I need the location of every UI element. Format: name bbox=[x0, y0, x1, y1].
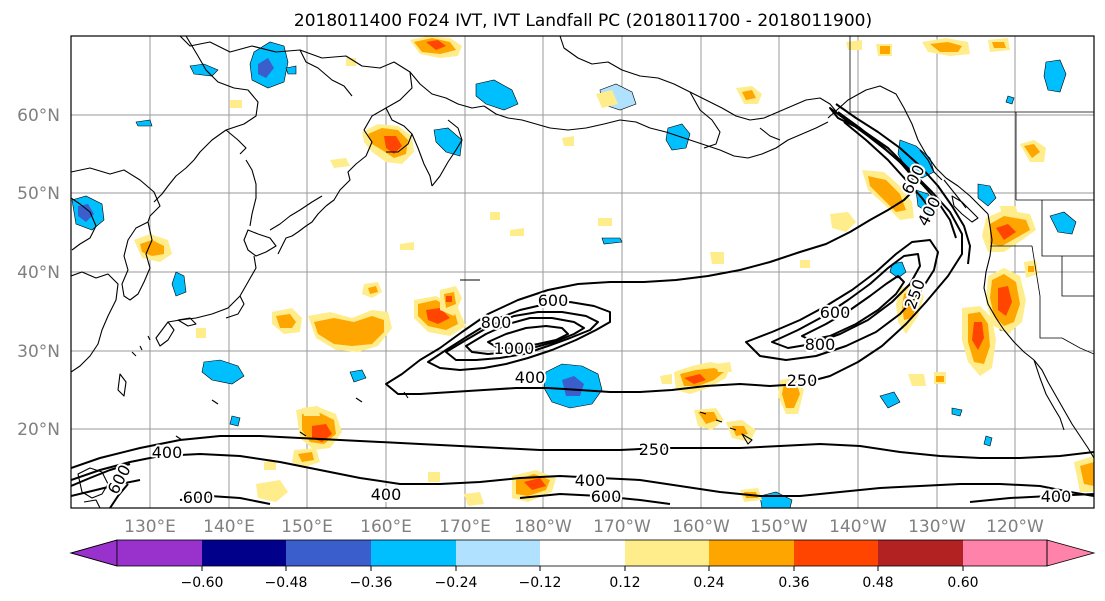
lat-label: 30°N bbox=[17, 342, 60, 362]
pc-shading bbox=[71, 36, 1094, 508]
coastlines bbox=[71, 36, 1094, 508]
lon-label: 150°W bbox=[750, 517, 808, 537]
lon-label: 130°E bbox=[124, 517, 176, 537]
colorbar-segment bbox=[963, 540, 1047, 566]
contour-label: 250 bbox=[639, 440, 670, 459]
colorbar-segment bbox=[625, 540, 709, 566]
contour-label: 400 bbox=[1041, 487, 1072, 506]
ivt-contours bbox=[71, 103, 1094, 508]
contour-label: 400 bbox=[152, 443, 183, 462]
lon-label: 130°W bbox=[908, 517, 966, 537]
contour-label: 600 bbox=[183, 488, 214, 507]
colorbar-outline bbox=[69, 539, 118, 567]
contour-label: 600 bbox=[538, 291, 569, 310]
positive-pc-patches bbox=[134, 36, 1094, 506]
colorbar-extend-low bbox=[69, 539, 118, 567]
map-panel: 600 800 1000 400 600 800 250 250 600 400… bbox=[70, 35, 1095, 509]
contour-label: 400 bbox=[575, 471, 606, 490]
figure-title: 2018011400 F024 IVT, IVT Landfall PC (20… bbox=[294, 11, 872, 31]
colorbar-tick-label: 0.12 bbox=[609, 575, 640, 591]
colorbar-tick-label: 0.48 bbox=[862, 575, 893, 591]
lon-label: 160°E bbox=[360, 517, 412, 537]
colorbar-segment bbox=[456, 540, 540, 566]
colorbar-frame bbox=[116, 539, 1048, 567]
colorbar-segment bbox=[117, 540, 202, 566]
colorbar-tick-label: −0.60 bbox=[181, 575, 224, 591]
colorbar-tick-labels: −0.60 −0.48 −0.36 −0.24 −0.12 0.12 0.24 … bbox=[181, 575, 979, 591]
colorbar-segment bbox=[286, 540, 371, 566]
borders bbox=[849, 36, 1094, 355]
colorbar-segment bbox=[371, 540, 456, 566]
lat-label: 60°N bbox=[17, 106, 60, 126]
contour-label: 400 bbox=[515, 368, 546, 387]
latitude-labels: 60°N 50°N 40°N 30°N 20°N bbox=[17, 106, 60, 440]
colorbar-tick-label: 0.36 bbox=[778, 575, 809, 591]
colorbar-ticks bbox=[201, 566, 964, 571]
negative-pc-patches bbox=[71, 41, 1077, 508]
lon-label: 170°W bbox=[593, 517, 651, 537]
longitude-labels: 130°E 140°E 150°E 160°E 170°E 180°W 170°… bbox=[124, 517, 1044, 537]
lat-label: 40°N bbox=[17, 263, 60, 283]
lon-label: 180°W bbox=[514, 517, 572, 537]
map-frame bbox=[70, 35, 1095, 509]
colorbar-tick-label: 0.60 bbox=[947, 575, 978, 591]
contour-label: 1000 bbox=[494, 339, 535, 358]
contour-label: 600 bbox=[591, 487, 622, 506]
contour-label: 250 bbox=[787, 371, 818, 390]
lon-label: 150°E bbox=[281, 517, 333, 537]
lat-label: 50°N bbox=[17, 184, 60, 204]
colorbar-segment bbox=[794, 540, 878, 566]
colorbar-tick-label: −0.36 bbox=[350, 575, 393, 591]
lat-label: 20°N bbox=[17, 420, 60, 440]
colorbar-tick-label: 0.24 bbox=[693, 575, 724, 591]
colorbar-tick-label: −0.24 bbox=[435, 575, 478, 591]
lon-label: 170°E bbox=[439, 517, 491, 537]
colorbar-segment bbox=[709, 540, 794, 566]
colorbar-segment bbox=[540, 540, 625, 566]
colorbar-extend-high bbox=[1046, 539, 1096, 567]
gridlines bbox=[71, 36, 1094, 508]
colorbar-segment bbox=[202, 540, 286, 566]
contour-label: 800 bbox=[481, 313, 512, 332]
contour-label: 600 bbox=[820, 303, 851, 322]
lon-label: 160°W bbox=[672, 517, 730, 537]
colorbar-segment bbox=[878, 540, 963, 566]
contour-label: 800 bbox=[805, 335, 836, 354]
lon-label: 140°E bbox=[203, 517, 255, 537]
colorbar-tick-label: −0.48 bbox=[265, 575, 308, 591]
lon-label: 120°W bbox=[986, 517, 1044, 537]
contour-label: 400 bbox=[371, 485, 402, 504]
lon-label: 140°W bbox=[829, 517, 887, 537]
colorbar: −0.60 −0.48 −0.36 −0.24 −0.12 0.12 0.24 … bbox=[69, 539, 1096, 591]
colorbar-tick-label: −0.12 bbox=[519, 575, 562, 591]
